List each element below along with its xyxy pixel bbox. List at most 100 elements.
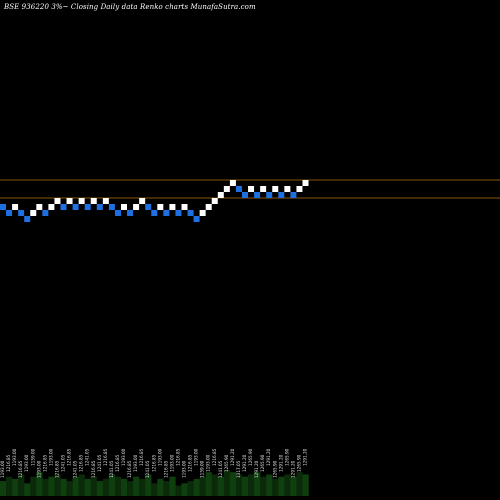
volume-bar xyxy=(6,476,13,496)
volume-bar xyxy=(60,478,67,496)
renko-brick-up xyxy=(157,204,164,210)
renko-brick-down xyxy=(163,210,170,216)
brick-label: 1193.00 xyxy=(24,454,29,472)
renko-brick-up xyxy=(30,210,37,216)
volume-bar xyxy=(272,478,279,496)
volume-bar xyxy=(114,476,122,496)
brick-label: 1216.85 xyxy=(103,448,108,466)
brick-label: 1241.05 xyxy=(109,460,114,478)
renko-brick-down xyxy=(254,192,261,198)
brick-label: 1216.85 xyxy=(151,454,156,472)
brick-label: 1193.00 xyxy=(48,448,53,466)
brick-label: 1291.20 xyxy=(278,454,283,472)
brick-label: 1159.00 xyxy=(200,460,205,478)
volume-bar xyxy=(235,474,243,496)
volume-bar xyxy=(205,472,212,496)
brick-label: 1265.90 xyxy=(224,454,229,472)
volume-bar xyxy=(133,476,140,496)
volume-bar xyxy=(223,470,231,496)
brick-label: 1193.00 xyxy=(206,454,211,472)
volume-bar xyxy=(169,476,176,496)
volume-bar xyxy=(290,476,297,496)
renko-brick-down xyxy=(290,192,297,198)
volume-bar xyxy=(266,474,273,496)
brick-label: 1241.05 xyxy=(61,454,66,472)
volume-bar xyxy=(229,472,237,496)
volume-bar xyxy=(66,481,73,496)
renko-bricks xyxy=(0,180,309,222)
renko-brick-up xyxy=(36,204,43,210)
volume-bar xyxy=(193,478,200,496)
renko-brick-up xyxy=(199,210,206,216)
renko-brick-down xyxy=(84,204,91,210)
renko-brick-up xyxy=(66,198,73,204)
volume-bar xyxy=(30,476,37,496)
brick-label: 1265.90 xyxy=(284,448,289,466)
volume-bar xyxy=(254,472,261,496)
volume-bar xyxy=(24,483,31,496)
chart-title: BSE 936220 3%~ Closing Daily data Renko … xyxy=(4,3,256,11)
brick-label: 1216.85 xyxy=(67,448,72,466)
volume-bar xyxy=(102,478,110,496)
renko-brick-up xyxy=(248,186,255,192)
brick-label: 1216.85 xyxy=(139,448,144,466)
brick-label: 1291.20 xyxy=(254,460,259,478)
brick-label: 1241.05 xyxy=(218,460,223,478)
renko-brick-up xyxy=(139,198,146,204)
volume-bar xyxy=(242,476,249,496)
brick-label: 1193.00 xyxy=(133,454,138,472)
renko-brick-up xyxy=(272,186,279,192)
volume-bar xyxy=(90,476,97,496)
volume-bar xyxy=(217,476,225,496)
brick-label: 1216.85 xyxy=(188,454,193,472)
brick-label: 1265.90 xyxy=(260,454,265,472)
volume-bar xyxy=(284,474,291,496)
brick-label: 1265.90 xyxy=(296,454,301,472)
renko-brick-down xyxy=(193,216,200,222)
brick-label: 1317.05 xyxy=(236,460,241,478)
renko-brick-down xyxy=(127,210,134,216)
brick-label: 1159.00 xyxy=(30,448,35,466)
renko-brick-up xyxy=(223,186,230,192)
volume-bar xyxy=(96,481,104,496)
brick-label: 1216.85 xyxy=(79,454,84,472)
brick-label: 1241.05 xyxy=(145,460,150,478)
brick-label: 1241.05 xyxy=(85,448,90,466)
volume-bar xyxy=(42,478,49,496)
volume-bar xyxy=(145,474,152,496)
brick-label: 1193.00 xyxy=(182,460,187,478)
renko-brick-down xyxy=(175,210,182,216)
renko-brick-down xyxy=(18,210,25,216)
renko-brick-down xyxy=(242,192,248,198)
renko-brick-up xyxy=(90,198,97,204)
renko-brick-down xyxy=(0,204,6,210)
volume-bar xyxy=(12,478,19,496)
renko-brick-down xyxy=(108,204,115,210)
renko-brick-up xyxy=(133,204,140,210)
renko-brick-up xyxy=(54,198,61,204)
brick-label: 1291.20 xyxy=(266,448,271,466)
brick-label: 1216.85 xyxy=(54,460,59,478)
renko-brick-up xyxy=(48,204,55,210)
volume-bar xyxy=(108,474,116,496)
renko-brick-down xyxy=(72,204,79,210)
volume-bar xyxy=(260,476,267,496)
renko-brick-down xyxy=(266,192,273,198)
brick-label: 1216.85 xyxy=(18,460,23,478)
renko-brick-up xyxy=(296,186,303,192)
brick-label: 1241.05 xyxy=(97,454,102,472)
volume-bar xyxy=(181,483,188,496)
renko-brick-down xyxy=(235,186,242,192)
renko-brick-up xyxy=(102,198,109,204)
renko-brick-up xyxy=(211,198,218,204)
renko-brick-down xyxy=(187,210,194,216)
brick-label: 1193.00 xyxy=(169,454,174,472)
renko-brick-down xyxy=(60,204,67,210)
renko-brick-up xyxy=(78,198,85,204)
volume-bar xyxy=(211,474,218,496)
brick-label: 1193.00 xyxy=(0,460,5,478)
volume-bar xyxy=(78,474,85,496)
renko-brick-up xyxy=(284,186,291,192)
brick-label: 1241.05 xyxy=(73,460,78,478)
